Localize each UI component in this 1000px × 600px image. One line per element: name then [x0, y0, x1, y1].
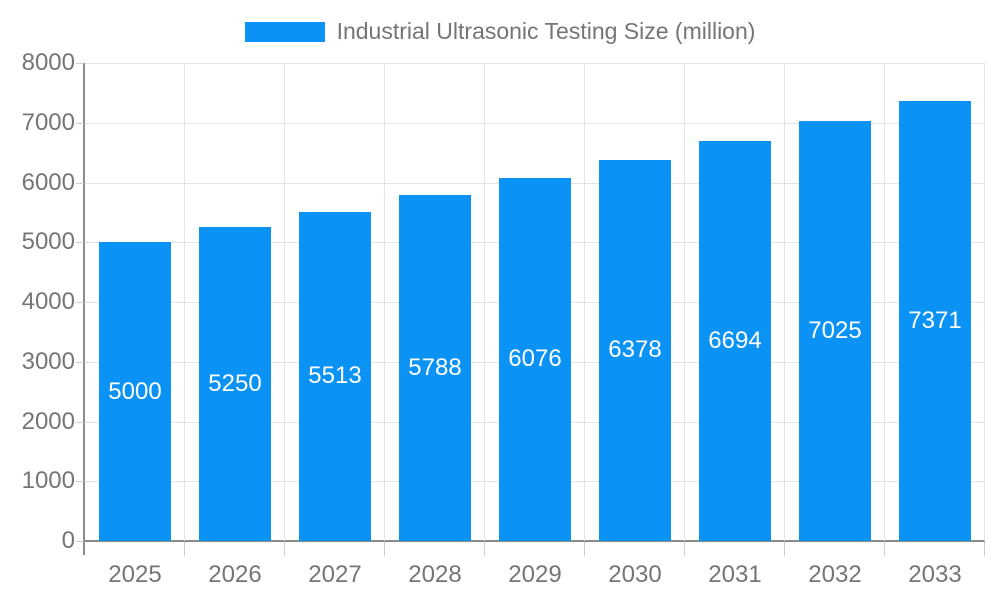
y-axis-label: 3000 — [21, 347, 75, 375]
x-axis-label: 2029 — [508, 561, 562, 588]
y-axis-tick — [76, 122, 84, 124]
legend-item[interactable]: Industrial Ultrasonic Testing Size (mill… — [244, 18, 756, 45]
x-axis-tick — [284, 542, 285, 556]
bar-2031[interactable]: 6694 — [699, 141, 771, 541]
y-axis-tick — [76, 302, 84, 303]
x-axis-tick — [584, 542, 585, 556]
bar-2032[interactable]: 7025 — [799, 121, 871, 541]
v-gridline — [284, 63, 285, 541]
y-axis-tick — [76, 242, 84, 244]
x-axis-label: 2026 — [208, 561, 262, 588]
bar-value-label: 5250 — [208, 370, 262, 398]
y-axis-label: 0 — [61, 527, 75, 554]
v-gridline — [584, 63, 585, 541]
y-axis-tick — [76, 421, 84, 423]
y-axis-label: 4000 — [21, 288, 75, 315]
v-gridline — [784, 63, 785, 541]
y-axis-tick — [76, 481, 84, 483]
bar-value-label: 5788 — [408, 354, 462, 382]
x-axis-tick — [984, 542, 985, 556]
bar-value-label: 6378 — [608, 336, 662, 364]
y-axis-line — [83, 63, 85, 555]
x-axis-tick — [684, 542, 685, 556]
x-axis-tick — [884, 542, 885, 556]
x-axis-label: 2028 — [408, 561, 462, 588]
legend: Industrial Ultrasonic Testing Size (mill… — [0, 18, 1000, 45]
v-gridline — [984, 63, 985, 541]
x-axis-tick — [184, 542, 185, 556]
bar-2030[interactable]: 6378 — [599, 159, 671, 541]
y-axis-label: 7000 — [21, 108, 75, 136]
h-gridline — [85, 63, 985, 64]
x-axis-line — [83, 540, 985, 542]
x-axis-label: 2027 — [308, 561, 362, 588]
v-gridline — [384, 63, 385, 541]
bar-2028[interactable]: 5788 — [399, 195, 471, 541]
y-axis-tick — [76, 541, 84, 542]
v-gridline — [184, 63, 185, 541]
x-axis-tick — [384, 542, 385, 556]
y-axis-tick — [76, 182, 84, 184]
bar-value-label: 6076 — [508, 345, 562, 373]
v-gridline — [684, 63, 685, 541]
v-gridline — [884, 63, 885, 541]
legend-swatch-icon — [244, 21, 325, 42]
y-axis-label: 2000 — [21, 407, 75, 435]
x-axis-label: 2031 — [708, 561, 762, 588]
bar-2033[interactable]: 7371 — [899, 100, 971, 541]
y-axis-tick — [76, 361, 84, 363]
h-gridline — [85, 122, 985, 124]
y-axis-label: 6000 — [21, 168, 75, 196]
x-axis-tick — [484, 542, 485, 556]
x-axis-tick — [784, 542, 785, 556]
x-axis-label: 2030 — [608, 561, 662, 588]
bar-2025[interactable]: 5000 — [99, 242, 171, 541]
y-axis-tick — [76, 63, 84, 64]
bar-value-label: 5513 — [308, 362, 362, 390]
bar-2026[interactable]: 5250 — [199, 227, 271, 541]
y-axis-label: 1000 — [21, 467, 75, 495]
bar-2027[interactable]: 5513 — [299, 211, 371, 541]
bar-2029[interactable]: 6076 — [499, 177, 571, 541]
v-gridline — [484, 63, 485, 541]
x-axis-label: 2033 — [908, 561, 962, 588]
legend-label: Industrial Ultrasonic Testing Size (mill… — [336, 18, 756, 44]
plot-area: 5000 5250 5513 5788 6076 6378 6694 7025 7371 — [85, 63, 985, 541]
x-axis-label: 2032 — [808, 561, 862, 588]
bar-value-label: 7025 — [808, 317, 862, 345]
bar-value-label: 7371 — [908, 306, 962, 334]
y-axis-label: 5000 — [21, 228, 75, 256]
y-axis-label: 8000 — [21, 49, 75, 76]
bar-value-label: 5000 — [108, 377, 162, 405]
bar-value-label: 6694 — [708, 327, 762, 354]
x-axis-label: 2025 — [108, 561, 162, 588]
